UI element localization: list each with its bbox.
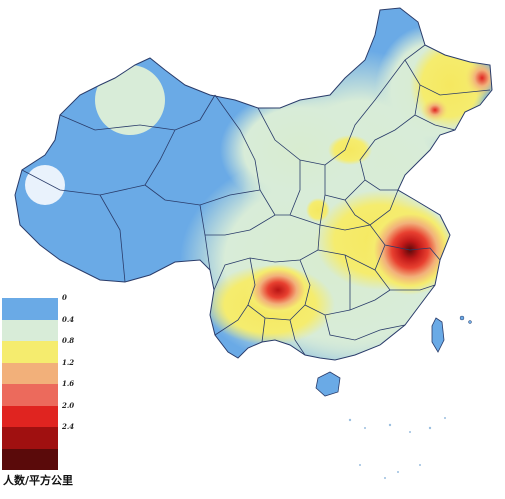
sea-dots (348, 417, 446, 479)
island-dot (459, 315, 465, 321)
legend-row: 1.2 (2, 358, 92, 384)
legend-swatch (2, 362, 58, 384)
legend-swatch (2, 298, 58, 320)
legend: 0 0.4 0.8 1.2 1.6 2.0 2.4 (2, 293, 92, 470)
legend-swatch (2, 405, 58, 427)
legend-row: 1.6 (2, 379, 92, 406)
province-borders (21, 44, 491, 356)
legend-row: 0.4 (2, 315, 92, 341)
legend-label: 1.2 (62, 357, 75, 367)
legend-label: 1.6 (62, 379, 75, 388)
legend-caption: 人数/平方公里 (3, 474, 74, 487)
legend-row: 0.8 (2, 336, 92, 363)
legend-swatch (2, 427, 58, 449)
legend-label: 0.8 (62, 336, 75, 345)
legend-label: 0.4 (62, 314, 75, 324)
islands (315, 315, 472, 397)
island-dot (468, 320, 472, 324)
legend-label: 0 (62, 293, 67, 302)
legend-row (2, 448, 92, 470)
legend-swatch (2, 341, 58, 363)
legend-swatch-end (2, 448, 58, 470)
legend-label: 2.0 (62, 400, 75, 410)
hainan-island (315, 371, 341, 397)
legend-row: 2.0 (2, 401, 92, 427)
legend-swatch (2, 384, 58, 406)
legend-label: 2.4 (62, 422, 75, 431)
legend-row: 2.4 (2, 422, 92, 449)
taiwan-island (431, 317, 445, 353)
legend-swatch (2, 319, 58, 341)
legend-row: 0 (2, 293, 92, 320)
